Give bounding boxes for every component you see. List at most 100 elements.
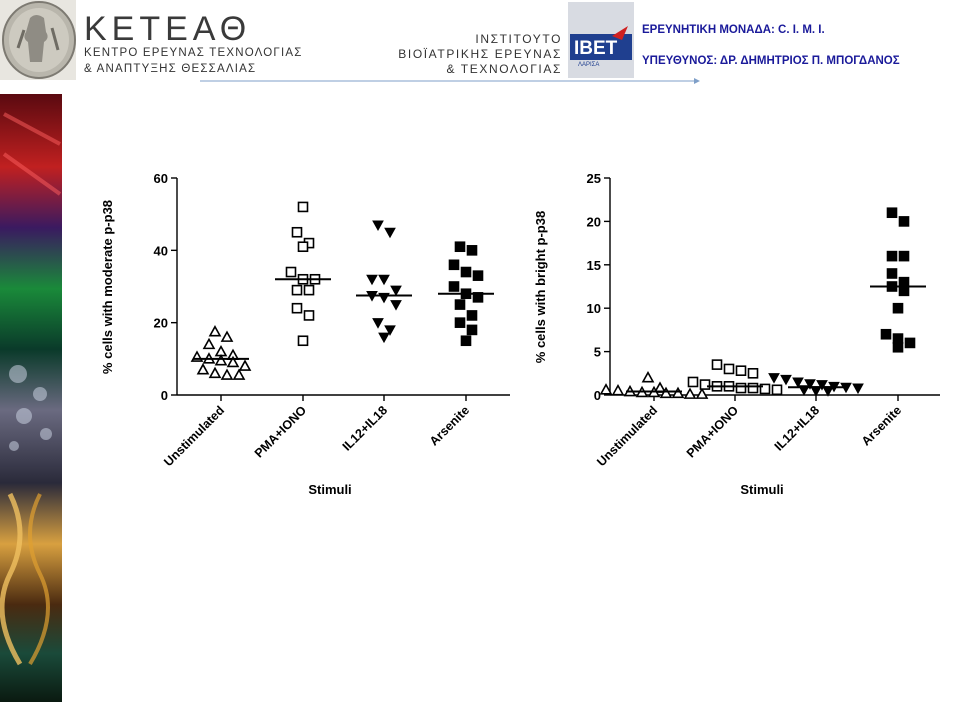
ibet-logo-subtext: ΛΑΡΙΣΑ: [578, 62, 599, 68]
data-point: [687, 376, 699, 388]
y-tick-label: 25: [587, 171, 601, 186]
ibet-logo: IBET ΛΑΡΙΣΑ: [568, 2, 634, 78]
data-point: [303, 284, 315, 296]
data-point: [466, 245, 478, 256]
data-point: [466, 310, 478, 321]
data-point: [454, 241, 466, 253]
data-point: [898, 216, 910, 227]
data-point: [390, 285, 402, 297]
y-tick-label: 0: [594, 388, 601, 403]
category-label-pma-iono: PMA+IONO: [684, 403, 741, 460]
data-point: [747, 382, 759, 394]
data-point: [892, 302, 904, 314]
header-divider-arrow: [200, 78, 700, 84]
ancient-coin-logo: [0, 0, 76, 80]
ibet-logo-text: IBET: [574, 38, 618, 59]
data-point: [671, 386, 685, 399]
data-point: [378, 274, 390, 286]
y-tick-label: 60: [154, 171, 168, 186]
data-point: [291, 284, 303, 296]
category-label-unstimulated: Unstimulated: [161, 403, 227, 469]
org-name: ΚΕΤΕΑΘ: [84, 10, 252, 48]
data-point: [759, 383, 771, 395]
bright-p-p38-chart: 0 5 10 15 20 25 Unstimulated PMA+IONO IL12+IL18 A…: [533, 171, 940, 497]
y-tick-label: 15: [587, 258, 601, 273]
institute-line-3: & ΤΕΧΝΟΛΟΓΙΑΣ: [446, 62, 562, 76]
data-point: [220, 330, 234, 342]
data-point: [880, 328, 892, 340]
data-point: [780, 374, 792, 386]
data-point: [886, 250, 898, 262]
data-point: [226, 355, 240, 368]
org-subtitle-line-1: ΚΕΝΤΡΟ ΕΡΕΥΝΑΣ ΤΕΧΝΟΛΟΓΙΑΣ: [84, 47, 303, 59]
institute-line-2: ΒΙΟΪΑΤΡΙΚΗΣ ΕΡΕΥΝΑΣ: [398, 47, 562, 61]
data-point: [735, 365, 747, 376]
data-point: [886, 268, 898, 279]
data-point: [816, 380, 828, 391]
data-point: [384, 325, 396, 336]
y-tick-label: 20: [587, 214, 601, 229]
data-point: [768, 373, 780, 384]
y-tick-label: 0: [161, 388, 168, 403]
data-point: [771, 384, 783, 396]
data-point: [291, 226, 303, 238]
y-tick-label: 5: [594, 345, 601, 360]
data-point: [898, 285, 910, 297]
data-point: [695, 387, 709, 399]
data-point: [208, 325, 222, 337]
moderate-p-p38-chart: 0 20 40 60 Unstimulated PMA+IONO IL12+IL18 Arse…: [100, 171, 510, 497]
data-point: [448, 281, 460, 292]
institute-line-1: ΙΝΣΤΙΤΟΥΤΟ: [475, 32, 562, 46]
data-point: [804, 379, 816, 390]
data-point: [460, 335, 472, 347]
data-point: [886, 207, 898, 219]
data-point: [611, 384, 625, 396]
data-point: [384, 227, 396, 239]
data-point: [291, 302, 303, 314]
data-point: [303, 310, 315, 321]
data-point: [747, 367, 759, 379]
data-point: [723, 363, 735, 375]
data-point: [904, 337, 916, 349]
responsible-person-label: ΥΠΕΥΘΥΝΟΣ: ΔΡ. ΔΗΜΗΤΡΙΟΣ Π. ΜΠΟΓΔΑΝΟΣ: [642, 55, 900, 67]
data-point: [372, 318, 384, 329]
data-point: [735, 382, 747, 394]
category-label-unstimulated: Unstimulated: [594, 403, 660, 469]
data-point: [892, 341, 904, 353]
data-point: [220, 368, 234, 380]
decorative-image-strip: [0, 94, 62, 702]
data-point: [641, 370, 655, 383]
category-label-il12-il18: IL12+IL18: [340, 403, 390, 453]
data-point: [366, 274, 378, 286]
data-point: [898, 250, 910, 262]
category-label-arsenite: Arsenite: [859, 403, 904, 448]
category-label-arsenite: Arsenite: [427, 403, 472, 448]
y-axis-title: % cells with bright p-p38: [533, 211, 548, 363]
data-point: [892, 333, 904, 344]
data-point: [202, 337, 216, 350]
data-point: [599, 383, 613, 395]
data-point: [285, 266, 297, 278]
data-point: [460, 266, 472, 278]
data-point: [232, 368, 246, 380]
data-point: [792, 377, 804, 389]
data-point: [699, 379, 711, 390]
data-point: [297, 335, 309, 347]
data-point: [683, 387, 697, 399]
y-tick-label: 20: [154, 316, 168, 331]
y-axis-title: % cells with moderate p-p38: [100, 200, 115, 374]
org-subtitle-line-2: & ΑΝΑΠΤΥΞΗΣ ΘΕΣΣΑΛΙΑΣ: [84, 63, 257, 75]
data-point: [472, 270, 484, 281]
data-point: [214, 353, 228, 366]
data-point: [659, 386, 673, 399]
data-point: [390, 300, 402, 311]
data-point: [208, 366, 222, 379]
data-point: [898, 276, 910, 288]
data-point: [448, 259, 460, 271]
page-header: ΚΕΤΕΑΘ ΚΕΝΤΡΟ ΕΡΕΥΝΑΣ ΤΕΧΝΟΛΟΓΙΑΣ & ΑΝΑΠ…: [0, 0, 960, 84]
data-point: [372, 220, 384, 232]
y-tick-label: 40: [154, 243, 168, 258]
data-point: [466, 324, 478, 336]
data-point: [297, 241, 309, 253]
